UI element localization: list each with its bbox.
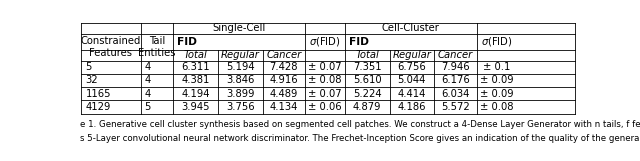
Text: 4: 4 <box>145 75 151 85</box>
Text: ± 0.08: ± 0.08 <box>308 75 342 85</box>
Text: 4.916: 4.916 <box>269 75 298 85</box>
Text: 7.351: 7.351 <box>353 62 381 72</box>
Text: 7.946: 7.946 <box>441 62 470 72</box>
Text: 6.034: 6.034 <box>442 89 470 99</box>
Text: 5.194: 5.194 <box>226 62 255 72</box>
Text: 4129: 4129 <box>86 102 111 112</box>
Text: 32: 32 <box>86 75 98 85</box>
Text: s 5-Layer convolutional neural network discriminator. The Frechet-Inception Scor: s 5-Layer convolutional neural network d… <box>80 134 639 143</box>
Text: 3.846: 3.846 <box>226 75 254 85</box>
Text: Regular: Regular <box>221 50 260 60</box>
Text: ± 0.07: ± 0.07 <box>308 62 342 72</box>
Text: 3.945: 3.945 <box>181 102 210 112</box>
Text: 7.428: 7.428 <box>269 62 298 72</box>
Text: Regular: Regular <box>392 50 431 60</box>
Text: ± 0.08: ± 0.08 <box>480 102 513 112</box>
Text: ± 0.07: ± 0.07 <box>308 89 342 99</box>
Text: Single-Cell: Single-Cell <box>212 23 266 33</box>
Text: 3.756: 3.756 <box>226 102 255 112</box>
Text: 4.194: 4.194 <box>181 89 210 99</box>
Text: 4: 4 <box>145 62 151 72</box>
Text: 4.414: 4.414 <box>397 89 426 99</box>
Text: 4: 4 <box>145 89 151 99</box>
Text: 4.134: 4.134 <box>269 102 298 112</box>
Text: $\sigma$(FID): $\sigma$(FID) <box>309 35 341 48</box>
Text: 4.381: 4.381 <box>181 75 210 85</box>
Text: Cell-Cluster: Cell-Cluster <box>382 23 440 33</box>
Text: 6.176: 6.176 <box>441 75 470 85</box>
Text: 4.186: 4.186 <box>397 102 426 112</box>
Text: 5.044: 5.044 <box>397 75 426 85</box>
Text: ± 0.06: ± 0.06 <box>308 102 342 112</box>
Text: Cancer: Cancer <box>438 50 473 60</box>
Text: 4.879: 4.879 <box>353 102 381 112</box>
Text: 5: 5 <box>86 62 92 72</box>
Text: 6.756: 6.756 <box>397 62 426 72</box>
Text: ± 0.09: ± 0.09 <box>480 89 513 99</box>
Text: 5: 5 <box>145 102 151 112</box>
Text: $\sigma$(FID): $\sigma$(FID) <box>481 35 513 48</box>
Text: 5.610: 5.610 <box>353 75 381 85</box>
Text: Cancer: Cancer <box>266 50 301 60</box>
Text: e 1. Generative cell cluster synthesis based on segmented cell patches. We const: e 1. Generative cell cluster synthesis b… <box>80 120 640 129</box>
Text: FID: FID <box>349 37 369 47</box>
Text: ± 0.09: ± 0.09 <box>480 75 513 85</box>
Text: Tail
Entities: Tail Entities <box>138 36 175 58</box>
Text: ± 0.1: ± 0.1 <box>483 62 510 72</box>
Text: 5.572: 5.572 <box>441 102 470 112</box>
Text: 5.224: 5.224 <box>353 89 381 99</box>
Text: FID: FID <box>177 37 197 47</box>
Text: Constrained
Features: Constrained Features <box>81 36 141 58</box>
Text: 3.899: 3.899 <box>226 89 255 99</box>
Text: 4.489: 4.489 <box>269 89 298 99</box>
Text: 1165: 1165 <box>86 89 111 99</box>
Text: 6.311: 6.311 <box>181 62 210 72</box>
Text: Total: Total <box>355 50 379 60</box>
Text: Total: Total <box>184 50 207 60</box>
